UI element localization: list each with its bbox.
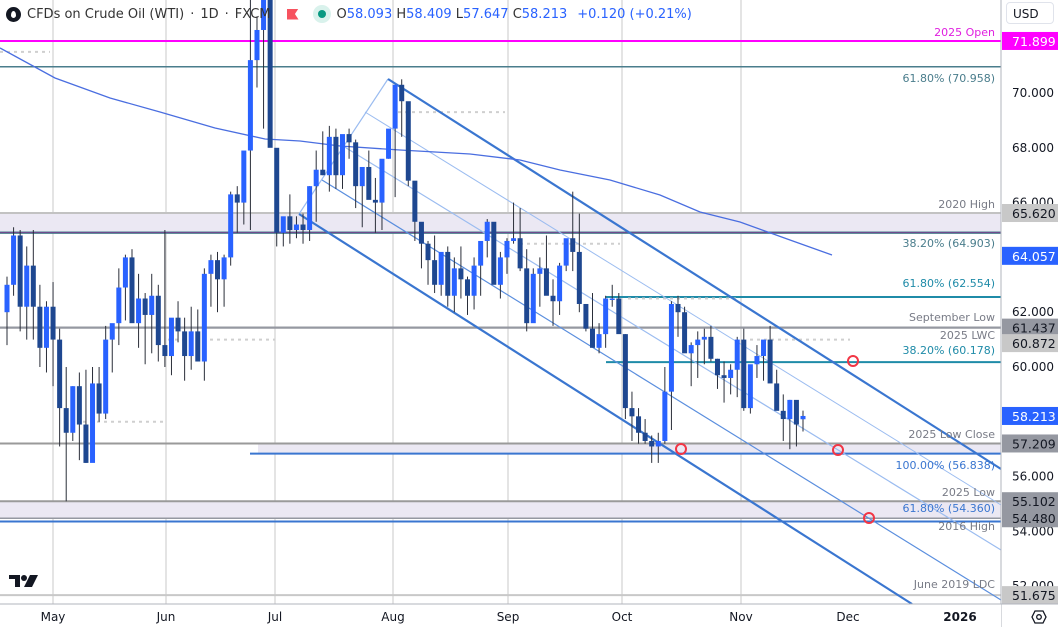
svg-text:Nov: Nov xyxy=(729,610,752,624)
settings-gear-icon[interactable] xyxy=(1031,609,1047,625)
price-axis[interactable]: 70.00068.00066.00062.00060.00056.00054.0… xyxy=(1000,0,1058,627)
intersection-markers xyxy=(675,355,875,524)
svg-text:54.000: 54.000 xyxy=(1012,524,1054,538)
svg-text:65.620: 65.620 xyxy=(1012,206,1056,221)
svg-text:June 2019 LDC: June 2019 LDC xyxy=(913,578,996,591)
svg-text:55.102: 55.102 xyxy=(1012,494,1056,509)
level-labels: 2025 Open 61.80% (70.958) 2020 High 38.20% … xyxy=(895,26,995,591)
exchange-label: FXCM xyxy=(234,6,271,22)
horizontal-levels xyxy=(0,39,1001,597)
moving-average-line xyxy=(0,47,833,256)
svg-text:2025 LWC: 2025 LWC xyxy=(940,329,995,342)
svg-text:62.000: 62.000 xyxy=(1012,305,1054,319)
descending-channel xyxy=(298,78,1002,605)
svg-text:2025 Open: 2025 Open xyxy=(934,26,995,39)
svg-text:38.20% (60.178): 38.20% (60.178) xyxy=(902,344,995,357)
close-value: 58.213 xyxy=(521,6,568,22)
separator: · xyxy=(224,6,229,22)
svg-text:60.000: 60.000 xyxy=(1012,360,1054,374)
svg-text:100.00% (56.838): 100.00% (56.838) xyxy=(895,459,995,472)
separator: · xyxy=(190,6,195,22)
svg-text:71.899: 71.899 xyxy=(1012,34,1056,49)
svg-text:September Low: September Low xyxy=(909,311,995,324)
svg-text:2025 Low: 2025 Low xyxy=(942,486,995,499)
svg-text:38.20% (64.903): 38.20% (64.903) xyxy=(902,237,995,250)
svg-text:58.213: 58.213 xyxy=(1012,409,1056,424)
svg-text:68.000: 68.000 xyxy=(1012,141,1054,155)
svg-text:Oct: Oct xyxy=(612,610,633,624)
symbol-legend: CFDs on Crude Oil (WTI) · 1D · FXCM O58.… xyxy=(6,4,692,24)
market-status-icon[interactable] xyxy=(312,5,331,23)
open-label: O xyxy=(336,6,347,22)
low-value: 57.647 xyxy=(463,6,509,22)
svg-text:Sep: Sep xyxy=(497,610,520,624)
svg-text:57.209: 57.209 xyxy=(1012,436,1056,451)
svg-text:54.480: 54.480 xyxy=(1012,511,1056,526)
svg-text:Jul: Jul xyxy=(267,610,282,624)
svg-text:56.000: 56.000 xyxy=(1012,470,1054,484)
close-label: C xyxy=(512,6,522,22)
symbol-title[interactable]: CFDs on Crude Oil (WTI) xyxy=(27,6,185,22)
svg-text:64.057: 64.057 xyxy=(1012,249,1056,264)
svg-text:2026: 2026 xyxy=(943,610,976,624)
svg-text:2020 High: 2020 High xyxy=(938,198,995,211)
svg-text:2025 Low Close: 2025 Low Close xyxy=(908,428,995,441)
tradingview-logo-icon[interactable] xyxy=(9,573,39,589)
interval-label[interactable]: 1D xyxy=(200,6,219,22)
ohlc-values: O58.093 H58.409 L57.647 C58.213 xyxy=(337,7,568,22)
crude-oil-drop-icon xyxy=(6,6,21,22)
currency-selector[interactable]: USD xyxy=(1006,2,1054,24)
svg-text:Aug: Aug xyxy=(381,610,404,624)
low-label: L xyxy=(455,6,464,22)
svg-text:70.000: 70.000 xyxy=(1012,86,1054,100)
change-value: +0.120 (+0.21%) xyxy=(577,6,692,22)
candlestick-series xyxy=(4,0,806,502)
high-label: H xyxy=(396,6,407,22)
svg-text:61.80% (54.360): 61.80% (54.360) xyxy=(902,502,995,515)
flag-icon[interactable] xyxy=(286,8,299,20)
svg-text:61.80% (70.958): 61.80% (70.958) xyxy=(902,72,995,85)
svg-text:61.80% (62.554): 61.80% (62.554) xyxy=(902,277,995,290)
svg-text:51.675: 51.675 xyxy=(1012,588,1056,603)
time-axis[interactable]: May Jun Jul Aug Sep Oct Nov Dec 2026 xyxy=(0,603,1058,627)
status-dot-icon xyxy=(317,10,326,18)
open-value: 58.093 xyxy=(346,6,393,22)
svg-text:61.437: 61.437 xyxy=(1012,321,1056,336)
svg-text:Dec: Dec xyxy=(836,610,859,624)
svg-text:60.872: 60.872 xyxy=(1012,336,1056,351)
high-value: 58.409 xyxy=(406,6,452,22)
svg-text:2016 High: 2016 High xyxy=(938,520,995,533)
svg-text:Jun: Jun xyxy=(156,610,176,624)
svg-text:May: May xyxy=(41,610,66,624)
